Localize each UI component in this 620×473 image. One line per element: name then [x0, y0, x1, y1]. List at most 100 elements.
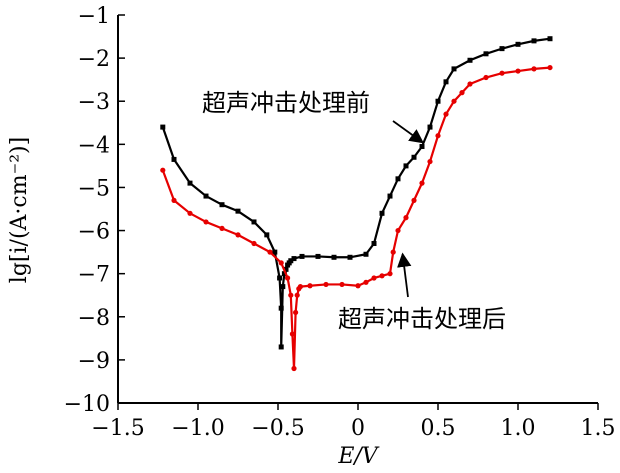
annotation-arrow-after	[397, 252, 412, 298]
data-point	[294, 292, 300, 298]
data-point	[419, 180, 425, 186]
data-point	[315, 253, 321, 259]
x-tick-label: 1.5	[581, 416, 616, 441]
data-point	[278, 344, 284, 350]
data-point	[187, 180, 193, 186]
data-point	[427, 124, 433, 130]
data-point	[443, 79, 449, 85]
data-point	[515, 68, 521, 74]
data-point	[547, 36, 553, 42]
data-point	[203, 193, 209, 199]
y-tick-label: −7	[78, 263, 110, 288]
data-point	[160, 167, 166, 173]
data-point	[387, 271, 393, 277]
data-point	[278, 260, 284, 266]
data-point	[291, 365, 297, 372]
data-point	[419, 143, 425, 149]
data-point	[187, 210, 193, 216]
data-point	[371, 240, 377, 246]
data-point	[531, 66, 537, 72]
data-point	[403, 215, 409, 221]
x-tick-label: −1.5	[91, 416, 144, 441]
data-point	[395, 176, 401, 182]
data-point	[283, 266, 289, 272]
data-point	[267, 249, 273, 255]
x-axis-title: E/V	[337, 444, 379, 469]
data-point	[347, 254, 353, 260]
data-point	[387, 193, 393, 199]
data-point	[379, 273, 385, 279]
data-point	[288, 258, 294, 264]
data-point	[443, 111, 449, 117]
data-point	[547, 64, 553, 71]
series-layer	[160, 36, 553, 372]
data-point	[251, 240, 257, 247]
y-tick-label: −8	[78, 306, 110, 331]
data-point	[467, 57, 473, 63]
data-point	[390, 249, 396, 255]
data-point	[299, 253, 305, 259]
data-point	[278, 305, 284, 311]
y-tick-label: −4	[78, 133, 110, 158]
data-point	[459, 90, 465, 96]
data-point	[483, 51, 489, 57]
data-point	[355, 283, 361, 289]
data-point	[280, 284, 286, 290]
data-point	[272, 249, 278, 255]
data-point	[281, 271, 287, 277]
data-point	[531, 38, 537, 44]
data-point	[435, 98, 441, 104]
data-point	[411, 154, 417, 160]
data-point	[235, 208, 241, 214]
data-point	[363, 279, 369, 285]
data-point	[171, 197, 177, 203]
data-point	[235, 232, 241, 238]
data-point	[515, 41, 521, 47]
data-point	[288, 292, 294, 298]
data-point	[451, 66, 457, 72]
data-point	[219, 225, 225, 231]
data-point	[289, 331, 295, 337]
y-axis-title: lg[i/(A·cm⁻²)]	[7, 137, 32, 283]
y-tick-label: −10	[64, 392, 110, 417]
x-tick-label: 0.5	[421, 416, 456, 441]
data-point	[331, 254, 337, 260]
x-tick-label: 1.0	[501, 416, 536, 441]
x-tick-label: 0	[351, 416, 365, 441]
x-tick-label: −0.5	[251, 416, 304, 441]
data-point	[285, 275, 291, 281]
annotation-after-treatment: 超声冲击处理后	[338, 305, 506, 333]
data-point	[171, 156, 177, 162]
plot-frame	[117, 15, 598, 404]
x-tick-label: −1.0	[171, 416, 224, 441]
data-point	[219, 202, 225, 208]
data-point	[499, 70, 505, 76]
data-point	[277, 275, 283, 281]
data-point	[251, 219, 257, 225]
annotation-arrow-before	[392, 120, 424, 144]
data-point	[395, 227, 401, 234]
data-point	[307, 283, 313, 289]
data-point	[160, 124, 166, 130]
data-point	[291, 256, 297, 262]
data-point	[411, 197, 417, 203]
y-tick-label: −3	[78, 90, 110, 115]
data-point	[403, 163, 409, 169]
data-point	[451, 98, 457, 104]
data-point	[339, 281, 345, 288]
data-point	[323, 281, 329, 288]
y-tick-label: −9	[78, 349, 110, 374]
data-point	[293, 309, 299, 316]
data-point	[379, 210, 385, 216]
data-point	[435, 133, 441, 139]
data-point	[297, 284, 303, 290]
data-point	[264, 232, 270, 238]
ticks: −1.5 −1.0 −0.5 0 0.5 1.0 1.5 −1 −2 −3 −4 −5 −6 −7 −8 −9…	[64, 4, 616, 441]
data-point	[363, 251, 369, 257]
data-point	[499, 46, 505, 52]
y-tick-label: −1	[78, 4, 110, 29]
data-point	[427, 158, 433, 165]
annotation-before-treatment: 超声冲击处理前	[202, 89, 370, 117]
